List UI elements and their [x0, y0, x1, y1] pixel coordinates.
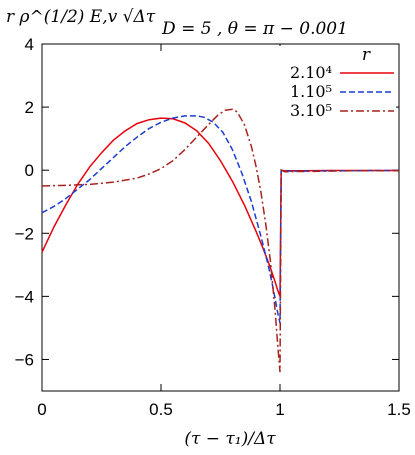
legend-box	[262, 46, 396, 122]
y-tick-label: −2	[15, 224, 34, 243]
x-tick-label: 1	[275, 400, 284, 419]
legend-label-2: 1.10⁵	[290, 82, 332, 101]
ticks-layer: 0 0.5 1 1.5 4 2 0 −2 −4 −6	[15, 35, 411, 419]
x-tick-label: 0.5	[149, 400, 173, 419]
series-line-3	[41, 108, 399, 373]
y-tick-label: 2	[25, 98, 34, 117]
x-tick-label: 1.5	[387, 400, 411, 419]
y-tick-label: −6	[15, 350, 34, 369]
y-tick-label: −4	[15, 287, 34, 306]
series-layer	[41, 108, 399, 373]
legend-title: r	[362, 45, 371, 65]
x-tick-label: 0	[37, 400, 46, 419]
series-line-2	[41, 115, 399, 324]
plot-frame	[41, 43, 400, 392]
legend-label-1: 2.10⁴	[290, 63, 332, 82]
x-axis-label: (τ − τ₁)/Δτ	[184, 429, 276, 449]
chart-title: D = 5 , θ = π − 0.001	[161, 19, 348, 39]
y-tick-label: 4	[25, 35, 34, 54]
y-tick-label: 0	[25, 161, 34, 180]
series-line-1	[41, 117, 399, 297]
y-axis-label: r ρ^(1/2) E,v √Δτ	[6, 7, 156, 27]
legend-label-3: 3.10⁵	[290, 101, 332, 120]
